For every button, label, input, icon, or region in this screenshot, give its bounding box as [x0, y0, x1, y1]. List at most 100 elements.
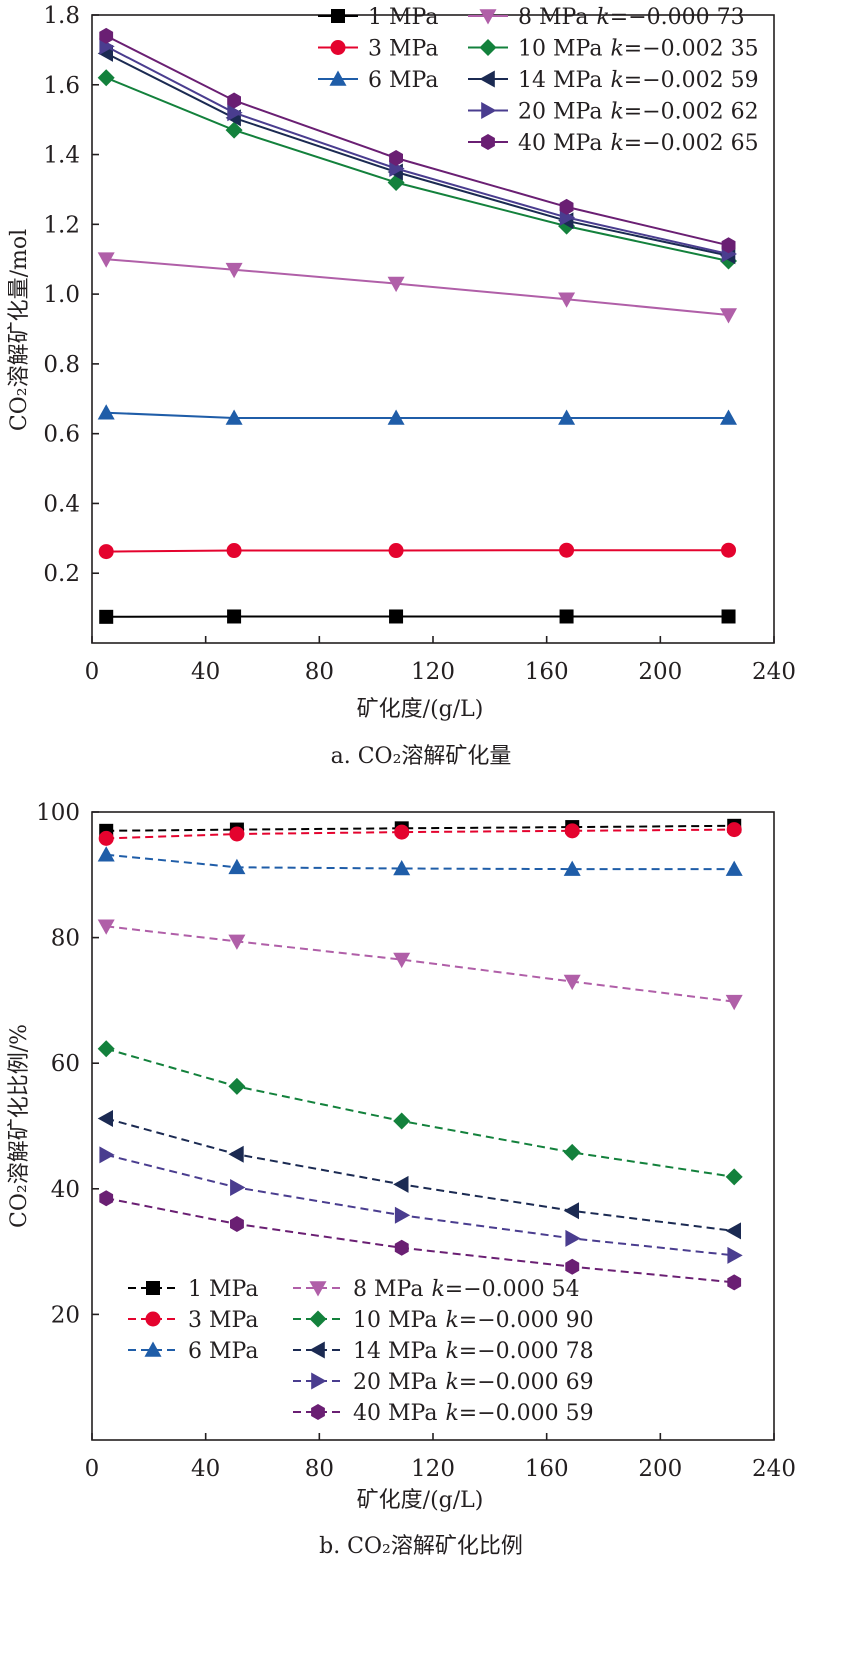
y-tick-label: 1.0	[43, 282, 80, 308]
data-point	[227, 609, 242, 624]
y-tick-label: 40	[51, 1177, 80, 1203]
data-point	[97, 404, 115, 420]
legend-marker	[330, 40, 346, 55]
legend-entry: 40 MPa k=−0.002 65	[518, 131, 759, 156]
data-point	[225, 262, 243, 279]
series-40-mpa	[99, 27, 736, 254]
series-line	[105, 1047, 735, 1178]
legend-entry: 6 MPa	[188, 1339, 258, 1364]
data-point	[727, 1274, 742, 1291]
series-line	[106, 853, 735, 871]
data-point	[563, 1202, 579, 1220]
data-point	[97, 69, 115, 87]
series-1-mpa	[99, 818, 742, 838]
legend-marker	[144, 1341, 162, 1357]
data-point	[98, 830, 114, 846]
x-tick-label: 240	[752, 1456, 796, 1482]
y-axis-label: CO₂溶解矿化比例/%	[7, 1024, 32, 1228]
series-8-mpa	[97, 919, 743, 1011]
data-point	[727, 1246, 743, 1264]
data-point	[565, 1258, 580, 1275]
x-tick-label: 40	[191, 1456, 220, 1482]
legend-entry: 20 MPa k=−0.002 62	[518, 100, 759, 125]
x-tick-label: 200	[638, 1456, 682, 1482]
legend-entry: 1 MPa	[368, 5, 438, 30]
legend-entry: 8 MPa k=−0.000 54	[353, 1277, 580, 1302]
series-6-mpa	[97, 846, 743, 876]
x-tick-label: 160	[525, 659, 569, 685]
data-point	[558, 409, 576, 425]
data-point	[97, 1040, 115, 1058]
legend-entry: 10 MPa k=−0.002 35	[518, 37, 759, 62]
legend-entry: 1 MPa	[188, 1277, 258, 1302]
legend-marker	[479, 9, 497, 25]
chart-caption: a. CO₂溶解矿化量	[331, 744, 512, 769]
data-point	[725, 1222, 741, 1240]
x-tick-label: 80	[305, 659, 334, 685]
data-point	[558, 292, 576, 308]
y-tick-label: 0.6	[43, 422, 80, 448]
series-line	[106, 258, 729, 316]
data-point	[559, 198, 574, 215]
legend-marker	[479, 39, 497, 56]
series-20-mpa	[99, 1146, 743, 1264]
x-axis-label: 矿化度/(g/L)	[357, 697, 484, 722]
legend: 1 MPa 3 MPa 6 MPa 8 MPa k=−0.000 73 10 MPa k=−…	[318, 5, 759, 156]
data-point	[228, 1077, 246, 1095]
legend-entry: 14 MPa k=−0.002 59	[518, 68, 759, 93]
data-point	[230, 1216, 244, 1232]
legend: 1 MPa 3 MPa 6 MPa 8 MPa k=−0.000 54 10 MPa k=−…	[128, 1277, 594, 1426]
series-line	[106, 1197, 735, 1284]
legend-marker	[145, 1311, 161, 1327]
data-point	[97, 846, 115, 862]
series-line	[106, 828, 735, 840]
data-point	[563, 1143, 581, 1161]
series-14-mpa	[97, 1110, 741, 1240]
data-point	[228, 934, 246, 950]
data-point	[99, 1190, 114, 1207]
legend-marker	[311, 1404, 325, 1420]
legend-marker	[311, 1372, 327, 1390]
legend-entry: 10 MPa k=−0.000 90	[353, 1308, 594, 1333]
data-point	[227, 92, 241, 109]
data-point	[394, 1239, 409, 1256]
data-point	[230, 1179, 246, 1196]
chart-caption: b. CO₂溶解矿化比例	[319, 1534, 523, 1559]
data-point	[226, 543, 242, 559]
y-tick-label: 60	[51, 1051, 80, 1077]
data-point	[720, 409, 737, 425]
legend-marker	[481, 134, 495, 150]
data-point	[721, 609, 736, 624]
y-tick-label: 80	[51, 926, 80, 952]
legend-marker	[309, 1341, 325, 1359]
data-point	[97, 919, 115, 935]
data-point	[394, 824, 410, 840]
data-point	[721, 237, 736, 254]
legend-marker	[309, 1281, 327, 1297]
data-point	[393, 1112, 411, 1130]
legend-entry: 6 MPa	[368, 68, 438, 93]
data-point	[726, 822, 742, 838]
chart-panel-a: 0 40 80 120 160 200 240 0.2 0.4 0.6 0.8 1.0 1.2 1.4 1.…	[7, 3, 796, 769]
y-axis-label: CO₂溶解矿化量/mol	[7, 229, 32, 431]
legend-marker	[331, 9, 345, 23]
x-tick-label: 200	[638, 659, 682, 685]
x-tick-label: 120	[411, 1456, 455, 1482]
data-point	[720, 308, 737, 324]
data-point	[559, 542, 575, 558]
series-3-mpa	[98, 822, 742, 846]
x-tick-label: 0	[85, 659, 100, 685]
data-point	[387, 276, 405, 293]
legend-marker	[329, 70, 347, 86]
data-point	[225, 121, 243, 139]
data-point	[97, 1110, 113, 1127]
legend-entry: 3 MPa	[368, 37, 438, 62]
legend-entry: 14 MPa k=−0.000 78	[353, 1339, 594, 1364]
y-tick-label: 0.2	[43, 561, 80, 587]
data-point	[97, 252, 115, 268]
y-tick-label: 0.4	[43, 491, 80, 517]
series-6-mpa	[97, 404, 737, 425]
data-point	[564, 823, 580, 839]
legend-entry: 3 MPa	[188, 1308, 258, 1333]
